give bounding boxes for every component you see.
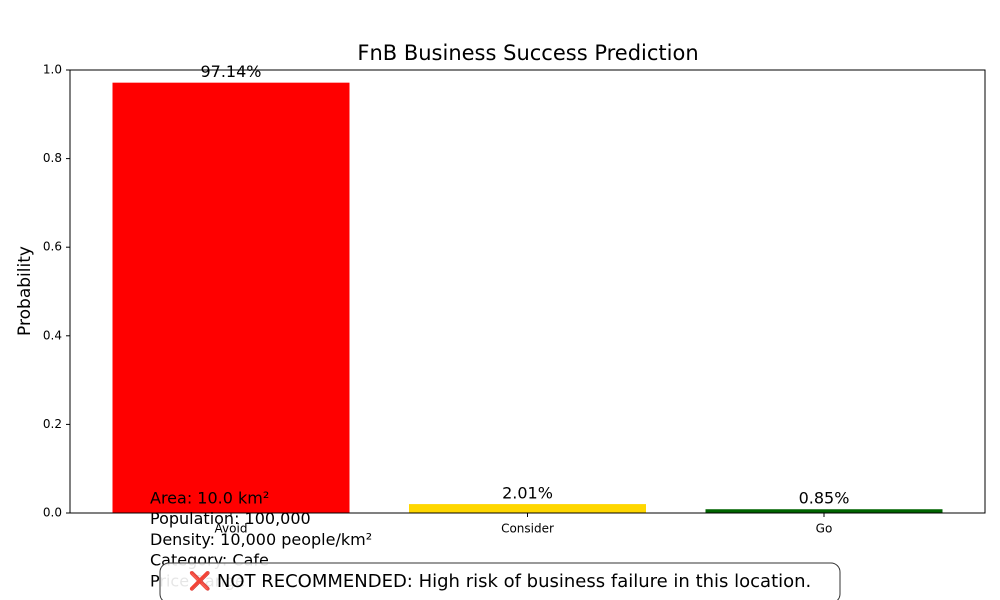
info-line: Density: 10,000 people/km²	[150, 530, 372, 549]
y-tick-label: 0.4	[43, 328, 62, 342]
recommendation: ❌ NOT RECOMMENDED: High risk of business…	[189, 570, 812, 592]
y-tick-label: 0.0	[43, 506, 62, 520]
y-tick-label: 0.6	[43, 240, 62, 254]
value-label: 0.85%	[799, 489, 850, 508]
y-tick-label: 0.2	[43, 417, 62, 431]
y-tick-label: 1.0	[43, 63, 62, 77]
bar	[705, 509, 943, 513]
x-tick-label: Go	[816, 522, 833, 536]
bar	[112, 82, 350, 513]
value-label: 97.14%	[200, 62, 261, 81]
x-tick-label: Consider	[501, 522, 554, 536]
y-axis-label: Probability	[15, 246, 35, 336]
chart-title: FnB Business Success Prediction	[357, 41, 698, 65]
info-line: Population: 100,000	[150, 509, 311, 528]
x-tick-label: Avoid	[215, 522, 248, 536]
info-line: Area: 10.0 km²	[150, 489, 269, 508]
y-tick-label: 0.8	[43, 151, 62, 165]
value-label: 2.01%	[502, 484, 553, 503]
recommendation-box	[159, 562, 841, 600]
bar	[409, 504, 646, 513]
axes-frame	[69, 69, 986, 514]
